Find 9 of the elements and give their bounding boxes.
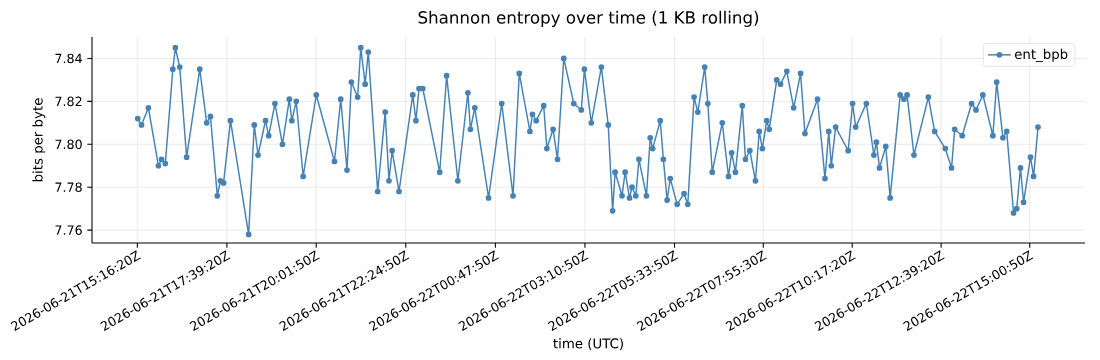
legend-label: ent_bpb xyxy=(1014,48,1068,63)
y-tick-label: 7.80 xyxy=(55,139,82,150)
y-axis-title: bits per byte xyxy=(32,98,46,182)
y-tick-label: 7.78 xyxy=(55,182,82,192)
y-tick-label: 7.76 xyxy=(55,225,82,235)
x-axis-title: time (UTC) xyxy=(553,338,623,351)
y-tick-label: 7.84 xyxy=(55,53,82,64)
chart-title: Shannon entropy over time (1 KB rolling) xyxy=(418,10,759,27)
y-tick-label: 7.82 xyxy=(55,96,82,107)
